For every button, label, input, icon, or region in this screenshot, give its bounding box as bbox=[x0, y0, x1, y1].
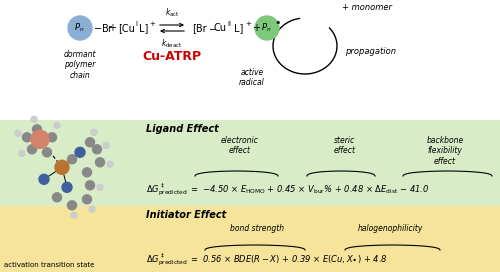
Text: +: + bbox=[108, 23, 116, 33]
Text: $k_\mathrm{deact}$: $k_\mathrm{deact}$ bbox=[162, 37, 182, 50]
Circle shape bbox=[89, 206, 95, 212]
Text: $\Delta G^\ddagger_\mathrm{predicted}$ $=$ 0.56 $\times$ $\mathit{BDE(R-X)}$ $+$: $\Delta G^\ddagger_\mathrm{predicted}$ $… bbox=[146, 252, 388, 268]
Text: propagation: propagation bbox=[345, 47, 396, 55]
Circle shape bbox=[96, 158, 104, 167]
Circle shape bbox=[91, 129, 97, 135]
Circle shape bbox=[107, 161, 113, 167]
FancyBboxPatch shape bbox=[0, 120, 142, 206]
Circle shape bbox=[19, 150, 25, 156]
Text: L]: L] bbox=[234, 23, 243, 33]
Text: dormant
polymer
chain: dormant polymer chain bbox=[64, 50, 96, 80]
Text: $-$Br: $-$Br bbox=[93, 22, 114, 34]
Text: Cu-ATRP: Cu-ATRP bbox=[142, 50, 202, 63]
Text: halogenophilicity: halogenophilicity bbox=[358, 224, 422, 233]
FancyBboxPatch shape bbox=[0, 120, 500, 206]
Circle shape bbox=[48, 133, 56, 142]
Circle shape bbox=[103, 142, 109, 148]
Text: steric
effect: steric effect bbox=[334, 136, 356, 155]
Circle shape bbox=[86, 181, 94, 190]
Text: I: I bbox=[135, 21, 137, 27]
Circle shape bbox=[32, 125, 42, 134]
Text: bond strength: bond strength bbox=[230, 224, 284, 233]
Circle shape bbox=[92, 145, 102, 154]
Text: active
radical: active radical bbox=[239, 68, 265, 87]
Circle shape bbox=[255, 16, 279, 40]
Text: $\mathit{P_n}$: $\mathit{P_n}$ bbox=[261, 21, 271, 34]
Circle shape bbox=[39, 174, 49, 184]
Circle shape bbox=[75, 147, 85, 157]
Text: II: II bbox=[227, 21, 231, 27]
Circle shape bbox=[54, 122, 60, 128]
Circle shape bbox=[55, 160, 69, 174]
Circle shape bbox=[15, 130, 21, 136]
Circle shape bbox=[82, 195, 92, 204]
Circle shape bbox=[31, 130, 49, 148]
Text: activation transition state: activation transition state bbox=[4, 262, 94, 268]
Circle shape bbox=[22, 133, 32, 142]
Text: Initiator Effect: Initiator Effect bbox=[146, 210, 226, 220]
Circle shape bbox=[52, 193, 62, 202]
Text: +: + bbox=[245, 21, 251, 27]
Text: +: + bbox=[252, 23, 260, 33]
Text: Ligand Effect: Ligand Effect bbox=[146, 124, 219, 134]
Text: $-$: $-$ bbox=[208, 23, 217, 33]
FancyBboxPatch shape bbox=[0, 206, 142, 272]
Circle shape bbox=[97, 184, 103, 190]
FancyBboxPatch shape bbox=[0, 206, 500, 272]
Circle shape bbox=[62, 182, 72, 192]
Text: $k_\mathrm{act}$: $k_\mathrm{act}$ bbox=[164, 7, 180, 19]
Circle shape bbox=[68, 155, 76, 164]
Text: Cu: Cu bbox=[214, 23, 227, 33]
Text: [Br: [Br bbox=[192, 23, 206, 33]
Circle shape bbox=[71, 212, 77, 218]
Text: $\mathit{P_n}$: $\mathit{P_n}$ bbox=[74, 21, 84, 34]
Text: + monomer: + monomer bbox=[342, 4, 392, 13]
Text: [Cu: [Cu bbox=[118, 23, 135, 33]
Circle shape bbox=[86, 138, 94, 147]
Text: electronic
effect: electronic effect bbox=[221, 136, 259, 155]
Circle shape bbox=[68, 201, 76, 210]
Text: •: • bbox=[275, 18, 281, 28]
Text: backbone
flexibility
effect: backbone flexibility effect bbox=[426, 136, 464, 166]
Text: +: + bbox=[149, 21, 155, 27]
Circle shape bbox=[31, 116, 37, 122]
Text: L]: L] bbox=[139, 23, 148, 33]
Circle shape bbox=[42, 148, 51, 157]
Text: $\Delta G^\ddagger_\mathrm{predicted}$ $=$ $-$4.50 $\times$ $E_\mathrm{HOMO}$ $+: $\Delta G^\ddagger_\mathrm{predicted}$ $… bbox=[146, 182, 429, 198]
Circle shape bbox=[28, 145, 36, 154]
Circle shape bbox=[68, 16, 92, 40]
Circle shape bbox=[82, 168, 92, 177]
